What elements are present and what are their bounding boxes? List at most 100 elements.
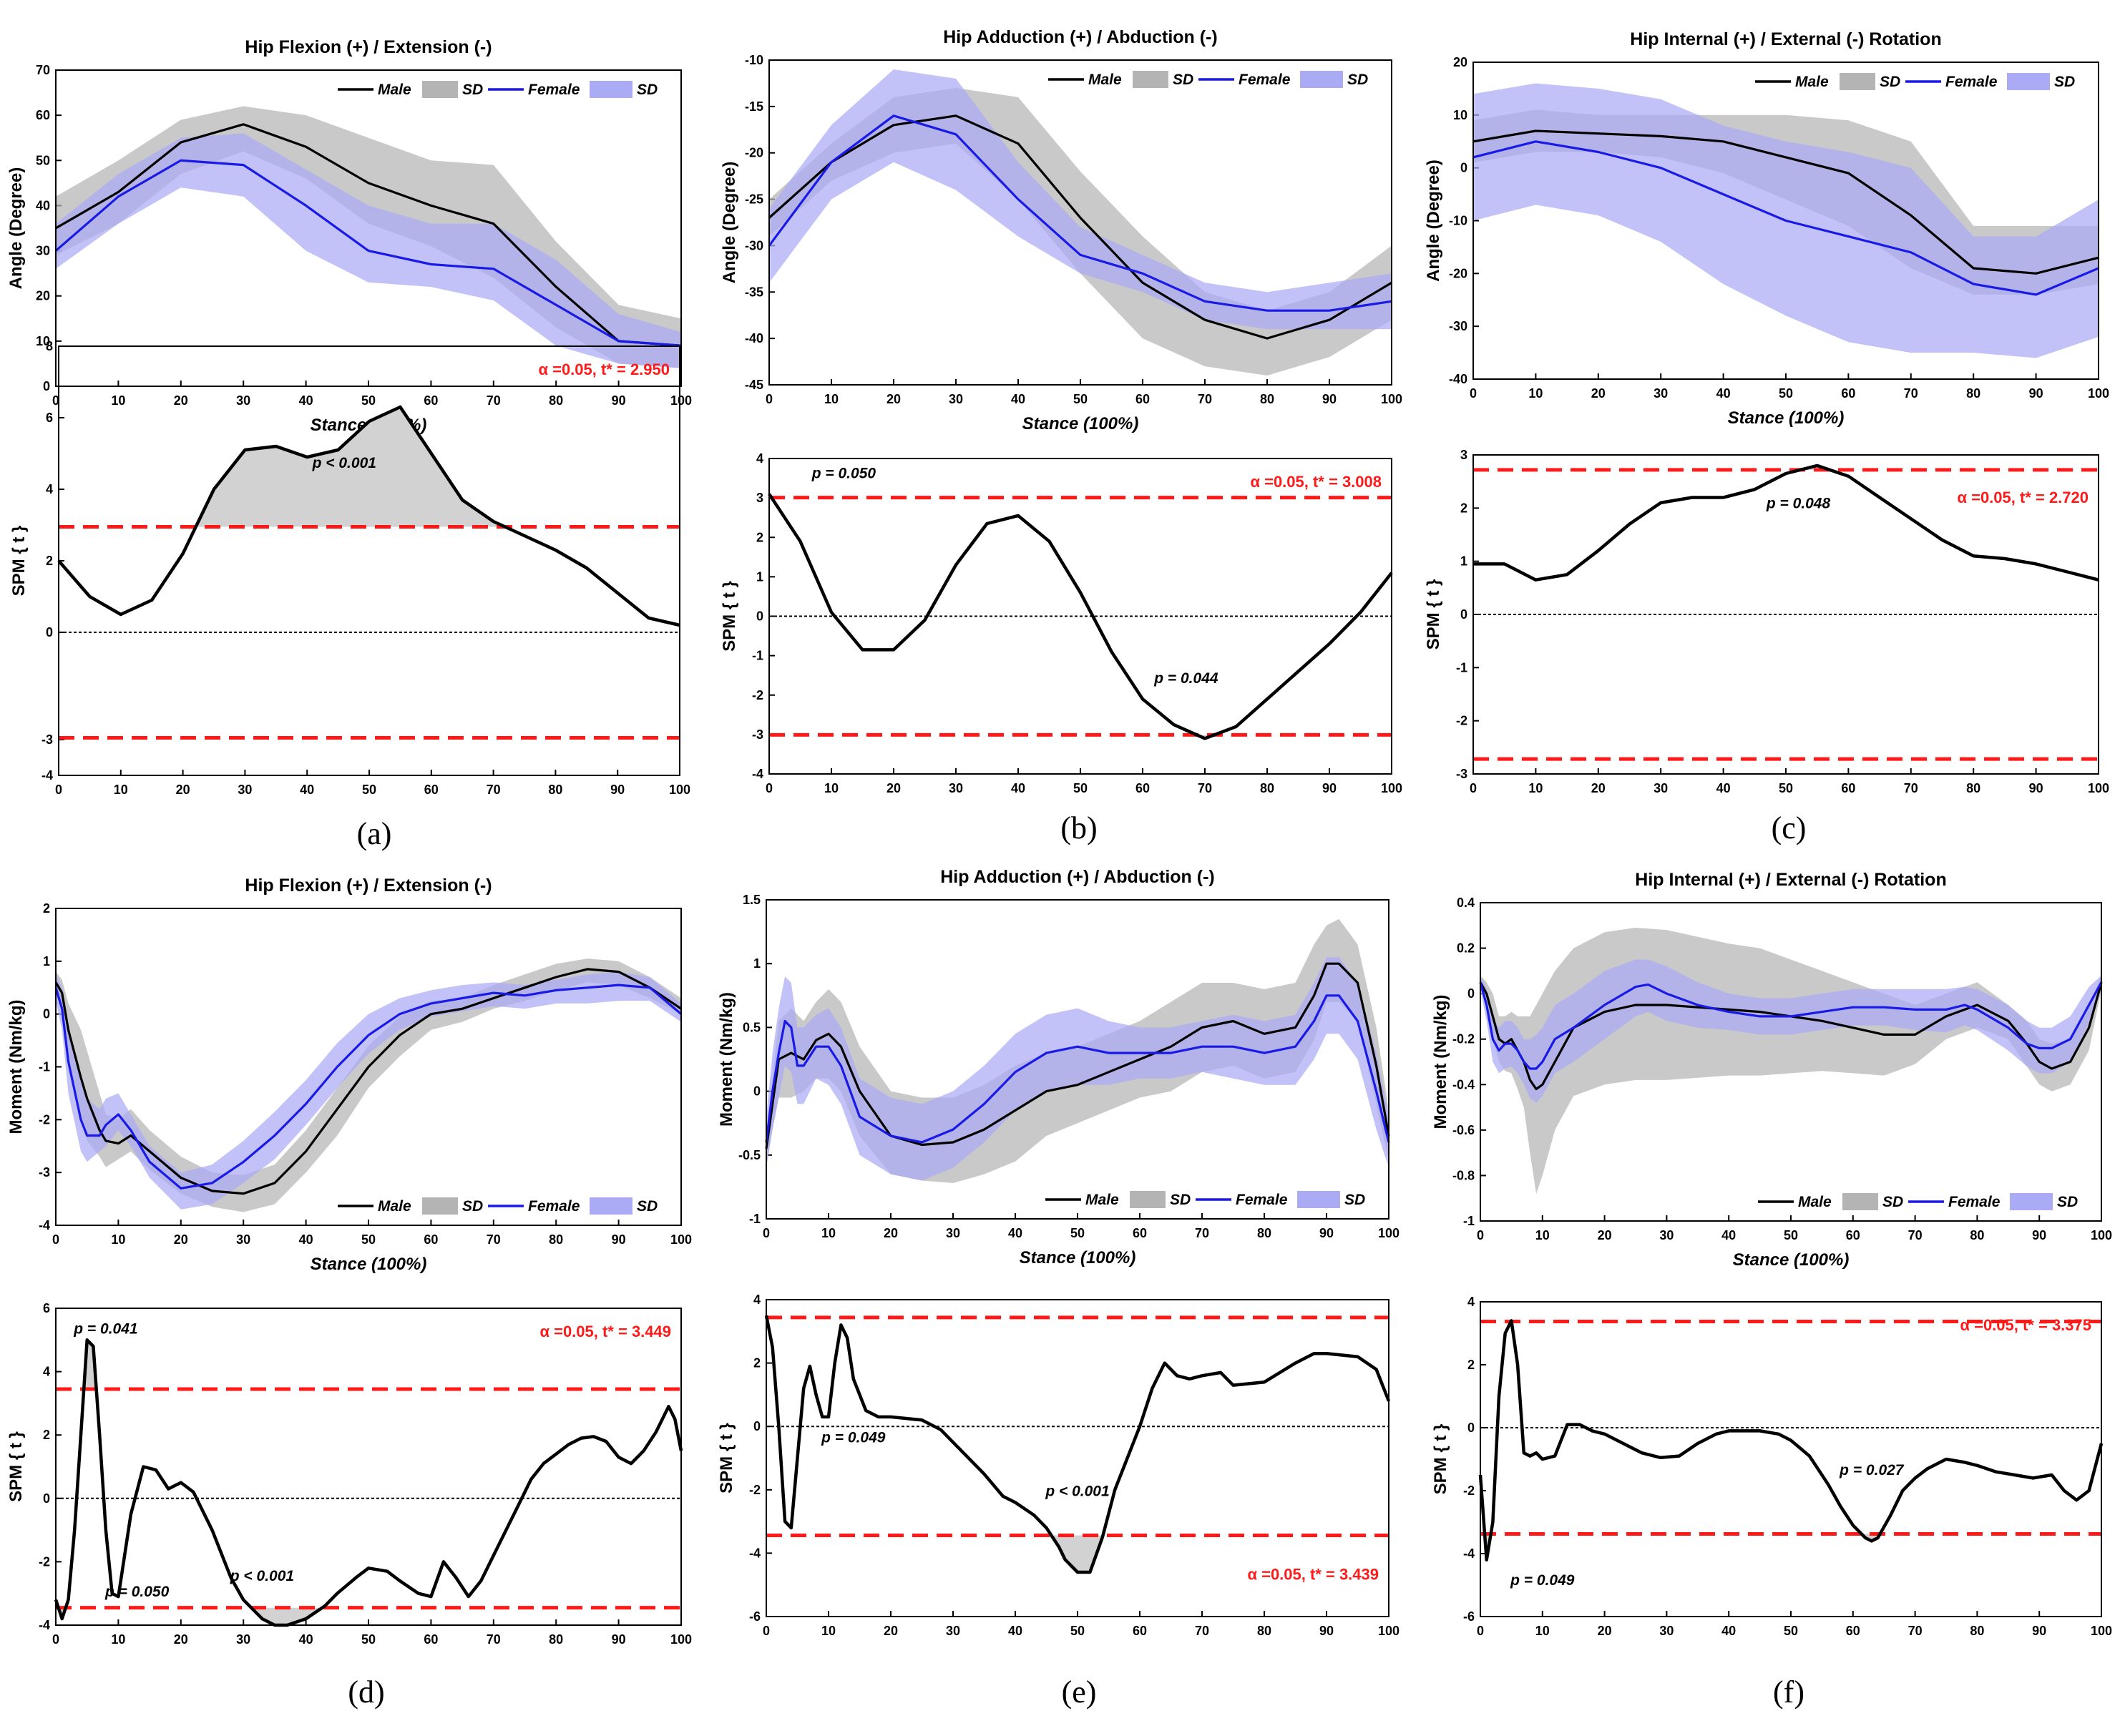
x-tick-label: 30 <box>238 783 252 797</box>
x-tick-label: 60 <box>1846 1228 1860 1242</box>
y-tick-label: 0 <box>1467 986 1475 1001</box>
y-tick-label: 4 <box>753 1293 761 1307</box>
x-tick-label: 0 <box>766 781 773 795</box>
y-tick-label: -10 <box>1449 214 1467 228</box>
p-value-annotation: p < 0.001 <box>1045 1484 1109 1500</box>
legend: Male SD Female SD <box>338 1197 658 1215</box>
x-tick-label: 0 <box>55 783 62 797</box>
x-tick-label: 0 <box>763 1226 770 1240</box>
x-tick-label: 50 <box>1779 386 1793 401</box>
chart-a-spm: SPM { t }0 10 20 30 40 50 60 70 80 90 100-4-302468… <box>9 339 690 797</box>
alpha-threshold-text: α =0.05, t* = 3.439 <box>1247 1566 1379 1584</box>
x-tick-label: 50 <box>362 783 376 797</box>
x-tick-label: 0 <box>1470 781 1477 795</box>
legend-male-label: Male <box>378 1198 411 1215</box>
legend-female-label: Female <box>1239 72 1291 88</box>
y-tick-label: 0 <box>43 1007 50 1021</box>
y-tick-label: 2 <box>1460 501 1467 515</box>
male-mean-line <box>55 123 682 347</box>
x-tick-label: 100 <box>670 1632 692 1647</box>
x-tick-label: 60 <box>1841 386 1855 401</box>
spm-t-curve <box>1473 464 2099 582</box>
x-tick-label: 90 <box>1322 392 1337 406</box>
y-tick-label: 0 <box>43 1491 50 1506</box>
x-tick-label: 60 <box>424 783 439 797</box>
chart-f-spm: SPM { t } 0 10 20 30 40 50 60 70 80 90 100 -6 -4 -2 0 2 4… <box>1431 1295 2112 1638</box>
panel-letter-b: (b) <box>1060 810 1097 845</box>
x-tick-label: 10 <box>824 392 839 406</box>
x-tick-label: 30 <box>946 1624 960 1638</box>
x-tick-label: 50 <box>361 1232 376 1247</box>
legend-male-sd-label: SD <box>1173 72 1193 88</box>
chart-d-spm: SPM { t } 0 10 20 30 40 50 60 70 80 90 100 -4 -2 0 2 4 6 α… <box>6 1301 692 1647</box>
x-tick-label: 80 <box>1260 392 1274 406</box>
y-tick-label: 50 <box>36 153 50 167</box>
y-tick-label: 4 <box>756 451 763 466</box>
x-tick-label: 100 <box>2088 386 2109 401</box>
y-tick-label: 0 <box>1467 1421 1475 1435</box>
plot-frame <box>1480 1301 2102 1617</box>
x-tick-label: 50 <box>1073 781 1088 795</box>
male-sd-band <box>56 958 681 1212</box>
legend-male-sd-label: SD <box>1880 74 1900 90</box>
chart-e-top: Hip Adduction (+) / Abduction (-) Moment … <box>717 867 1400 1267</box>
y-tick-label: 4 <box>46 482 53 496</box>
legend-male-sd-label: SD <box>462 1198 483 1215</box>
p-value-annotation: p < 0.001 <box>312 455 376 471</box>
chart-title: Hip Flexion (+) / Extension (-) <box>245 876 492 896</box>
x-tick-label: 20 <box>176 783 190 797</box>
x-tick-label: 40 <box>1716 781 1731 795</box>
male-mean-line <box>765 962 1390 1149</box>
x-tick-label: 60 <box>424 1632 438 1647</box>
p-value-annotation: p = 0.048 <box>1766 495 1831 511</box>
x-tick-label: 100 <box>670 393 692 408</box>
x-tick-label: 80 <box>1257 1624 1271 1638</box>
y-tick-label: 0.4 <box>1457 896 1475 910</box>
spm-t-curve <box>57 405 680 627</box>
x-tick-label: 10 <box>824 781 839 795</box>
legend-female-sd-swatch <box>2007 73 2050 90</box>
y-tick-label: -30 <box>745 238 763 252</box>
plot-frame <box>766 899 1389 1220</box>
spm-t-curve <box>1478 1319 2104 1562</box>
x-tick-label: 10 <box>1535 1624 1550 1638</box>
x-tick-label: 90 <box>1319 1624 1334 1638</box>
female-mean-line <box>1472 140 2099 296</box>
x-tick-label: 100 <box>1381 781 1402 795</box>
x-axis-label: Stance (100%) <box>1733 1250 1850 1270</box>
male-mean-line <box>768 114 1392 340</box>
female-mean-line <box>765 994 1390 1144</box>
legend-female-label: Female <box>528 1198 580 1215</box>
y-tick-label: -1 <box>752 649 763 663</box>
x-tick-label: 0 <box>766 392 773 406</box>
chart-title: Hip Internal (+) / External (-) Rotation <box>1635 870 1946 890</box>
legend-female-label: Female <box>528 82 580 98</box>
y-axis-label: SPM { t } <box>1424 579 1443 650</box>
chart-b-top: Hip Adduction (+) / Abduction (-) Angle (… <box>720 27 1402 433</box>
x-tick-label: 40 <box>1721 1624 1736 1638</box>
x-tick-label: 90 <box>2032 1624 2046 1638</box>
y-tick-label: -20 <box>1449 266 1467 280</box>
x-tick-label: 70 <box>487 1632 501 1647</box>
male-mean-line <box>1472 129 2099 275</box>
x-tick-label: 0 <box>1477 1624 1484 1638</box>
x-tick-label: 40 <box>300 783 314 797</box>
supra-threshold-cluster <box>59 407 680 527</box>
y-tick-label: -3 <box>41 732 53 747</box>
y-tick-label: -4 <box>39 1218 50 1232</box>
y-axis-label: SPM { t } <box>9 526 29 597</box>
legend-male-label: Male <box>1798 1194 1832 1210</box>
x-tick-label: 80 <box>548 783 562 797</box>
x-tick-label: 40 <box>299 1632 313 1647</box>
female-mean-line <box>54 159 682 347</box>
alpha-threshold-text: α =0.05, t* = 3.375 <box>1960 1316 2091 1334</box>
x-tick-label: 80 <box>1966 386 1980 401</box>
x-tick-label: 70 <box>1904 781 1918 795</box>
male-mean-line <box>54 968 682 1195</box>
y-tick-label: -10 <box>745 53 763 67</box>
x-tick-label: 60 <box>1135 781 1150 795</box>
y-tick-label: -6 <box>1463 1609 1475 1624</box>
x-tick-label: 80 <box>1970 1228 1984 1242</box>
y-tick-label: 0 <box>43 379 50 393</box>
